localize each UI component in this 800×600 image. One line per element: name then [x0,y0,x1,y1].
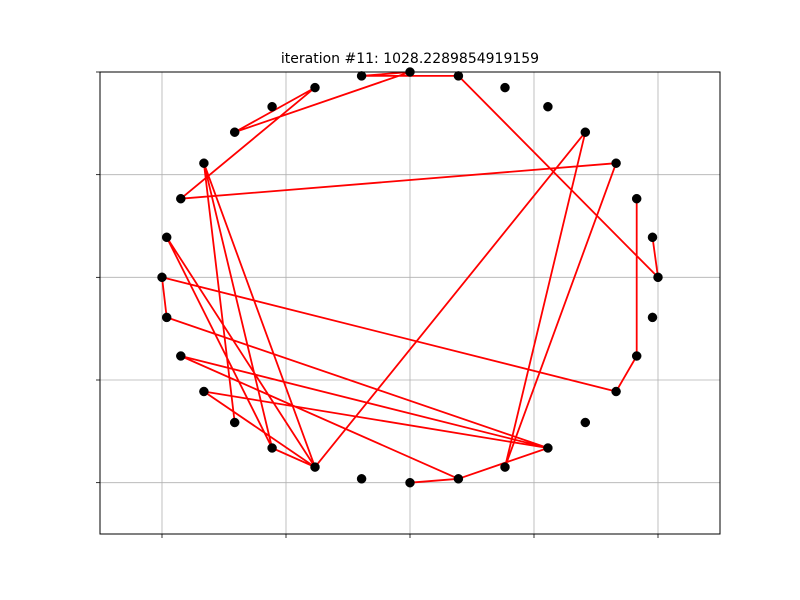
tick-layer [96,71,659,538]
city-point-12 [229,127,240,137]
city-point-22 [310,462,320,472]
city-point-6 [500,82,510,93]
city-point-7 [453,71,464,81]
city-point-18 [176,351,186,361]
city-point-29 [611,386,621,397]
city-point-26 [500,462,510,472]
city-point-30 [631,193,642,204]
city-point-2 [631,351,642,361]
city-point-25 [453,474,464,484]
points-layer [157,67,663,488]
city-point-10 [310,82,320,93]
city-point-24 [405,477,415,488]
city-point-5 [543,101,553,112]
city-point-28 [580,417,591,428]
city-point-20 [229,417,240,428]
city-point-4 [580,127,591,137]
city-point-9 [356,71,367,81]
city-point-14 [176,193,186,204]
city-point-0 [653,272,663,283]
city-point-13 [199,158,209,168]
plot-area [96,67,721,538]
city-point-21 [267,443,277,453]
city-point-1 [647,232,658,243]
chart-title: iteration #11: 1028.2289854919159 [281,51,539,67]
axes-frame [99,71,721,535]
city-point-15 [161,232,172,243]
city-point-27 [543,443,553,453]
city-point-19 [199,386,209,397]
city-point-16 [157,272,167,283]
city-point-3 [611,158,621,168]
city-point-17 [161,312,172,323]
city-point-23 [356,474,367,484]
city-point-11 [267,101,277,112]
city-point-31 [647,312,658,323]
